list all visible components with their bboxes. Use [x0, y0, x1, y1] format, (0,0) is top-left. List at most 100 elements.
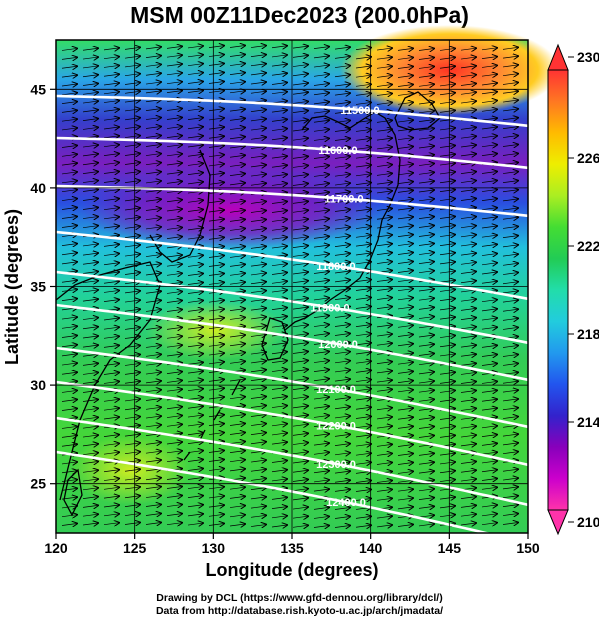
wind-arrow	[313, 379, 329, 381]
wind-arrow	[481, 190, 497, 192]
wind-arrow	[481, 254, 497, 256]
wind-arrow	[103, 417, 119, 419]
wind-arrow	[292, 433, 308, 435]
wind-arrow	[187, 478, 203, 480]
wind-arrow	[103, 74, 119, 76]
wind-arrow	[502, 109, 518, 111]
wind-arrow	[397, 390, 413, 392]
wind-arrow	[82, 199, 98, 201]
wind-arrow	[313, 74, 329, 76]
wind-arrow	[502, 199, 518, 201]
wind-arrow	[103, 470, 119, 472]
wind-arrow	[250, 282, 266, 284]
wind-arrow	[229, 335, 245, 337]
wind-arrow	[208, 318, 224, 320]
wind-arrow	[502, 56, 518, 58]
colorbar-label: 226	[577, 150, 599, 166]
wind-arrow	[355, 316, 371, 318]
wind-arrow	[439, 262, 455, 264]
wind-arrow	[502, 291, 518, 293]
wind-arrow	[208, 433, 224, 435]
wind-arrow	[82, 408, 98, 410]
wind-arrow	[61, 226, 77, 228]
wind-arrow	[61, 154, 77, 156]
wind-arrow	[208, 228, 224, 230]
wind-arrow	[187, 210, 203, 212]
wind-arrow	[271, 246, 287, 248]
wind-arrow	[313, 507, 329, 509]
wind-arrow	[82, 244, 98, 246]
wind-arrow	[250, 334, 266, 336]
wind-arrow	[166, 191, 182, 193]
wind-arrow	[61, 119, 77, 121]
contour-label: 12200.0	[316, 420, 356, 432]
wind-arrow	[439, 163, 455, 165]
wind-arrow	[313, 370, 329, 372]
wind-arrow	[355, 325, 371, 327]
wind-arrow	[103, 408, 119, 410]
wind-arrow	[229, 442, 245, 444]
wind-arrow	[103, 118, 119, 120]
wind-arrow	[376, 48, 392, 50]
wind-arrow	[103, 514, 119, 516]
wind-arrow	[481, 487, 497, 489]
wind-arrow	[124, 336, 140, 338]
wind-arrow	[208, 255, 224, 257]
wind-arrow	[502, 408, 518, 410]
wind-arrow	[376, 226, 392, 228]
wind-arrow	[166, 209, 182, 211]
wind-arrow	[460, 435, 476, 437]
wind-arrow	[145, 181, 161, 183]
wind-arrow	[208, 118, 224, 120]
wind-arrow	[103, 452, 119, 454]
wind-arrow	[481, 363, 497, 365]
wind-arrow	[355, 174, 371, 176]
wind-arrow	[124, 65, 140, 67]
wind-arrow	[187, 163, 203, 165]
wind-arrow	[439, 381, 455, 383]
wind-arrow	[397, 498, 413, 500]
wind-arrow	[250, 291, 266, 293]
wind-arrow	[145, 496, 161, 498]
colorbar-bottom-triangle	[547, 509, 569, 536]
wind-arrow	[103, 83, 119, 85]
wind-arrow	[229, 379, 245, 381]
wind-arrow	[418, 111, 434, 113]
wind-arrow	[82, 172, 98, 174]
wind-arrow	[166, 478, 182, 480]
wind-arrow	[124, 199, 140, 201]
wind-arrow	[229, 273, 245, 275]
wind-arrow	[334, 334, 350, 336]
wind-arrow	[187, 300, 203, 302]
wind-arrow	[271, 343, 287, 345]
wind-arrow	[292, 74, 308, 76]
wind-arrow	[439, 75, 455, 77]
wind-arrow	[61, 372, 77, 374]
wind-arrow	[103, 505, 119, 507]
wind-arrow	[502, 47, 518, 49]
wind-arrow	[334, 183, 350, 185]
wind-arrow	[481, 281, 497, 283]
y-tick-label: 25	[30, 476, 46, 492]
wind-arrow	[271, 388, 287, 390]
wind-arrow	[145, 273, 161, 275]
wind-arrow	[334, 84, 350, 86]
wind-arrow	[292, 343, 308, 345]
wind-arrow	[292, 65, 308, 67]
wind-arrow	[250, 388, 266, 390]
wind-arrow	[229, 91, 245, 93]
colorbar-label: 222	[577, 238, 599, 254]
wind-arrow	[502, 505, 518, 507]
wind-arrow	[229, 201, 245, 203]
wind-arrow	[82, 488, 98, 490]
wind-arrow	[145, 47, 161, 49]
wind-arrow	[250, 55, 266, 57]
wind-arrow	[82, 354, 98, 356]
wind-arrow	[418, 435, 434, 437]
wind-arrow	[481, 381, 497, 383]
wind-arrow	[439, 480, 455, 482]
wind-arrow	[376, 289, 392, 291]
wind-arrow	[313, 129, 329, 131]
wind-arrow	[292, 370, 308, 372]
wind-arrow	[439, 253, 455, 255]
